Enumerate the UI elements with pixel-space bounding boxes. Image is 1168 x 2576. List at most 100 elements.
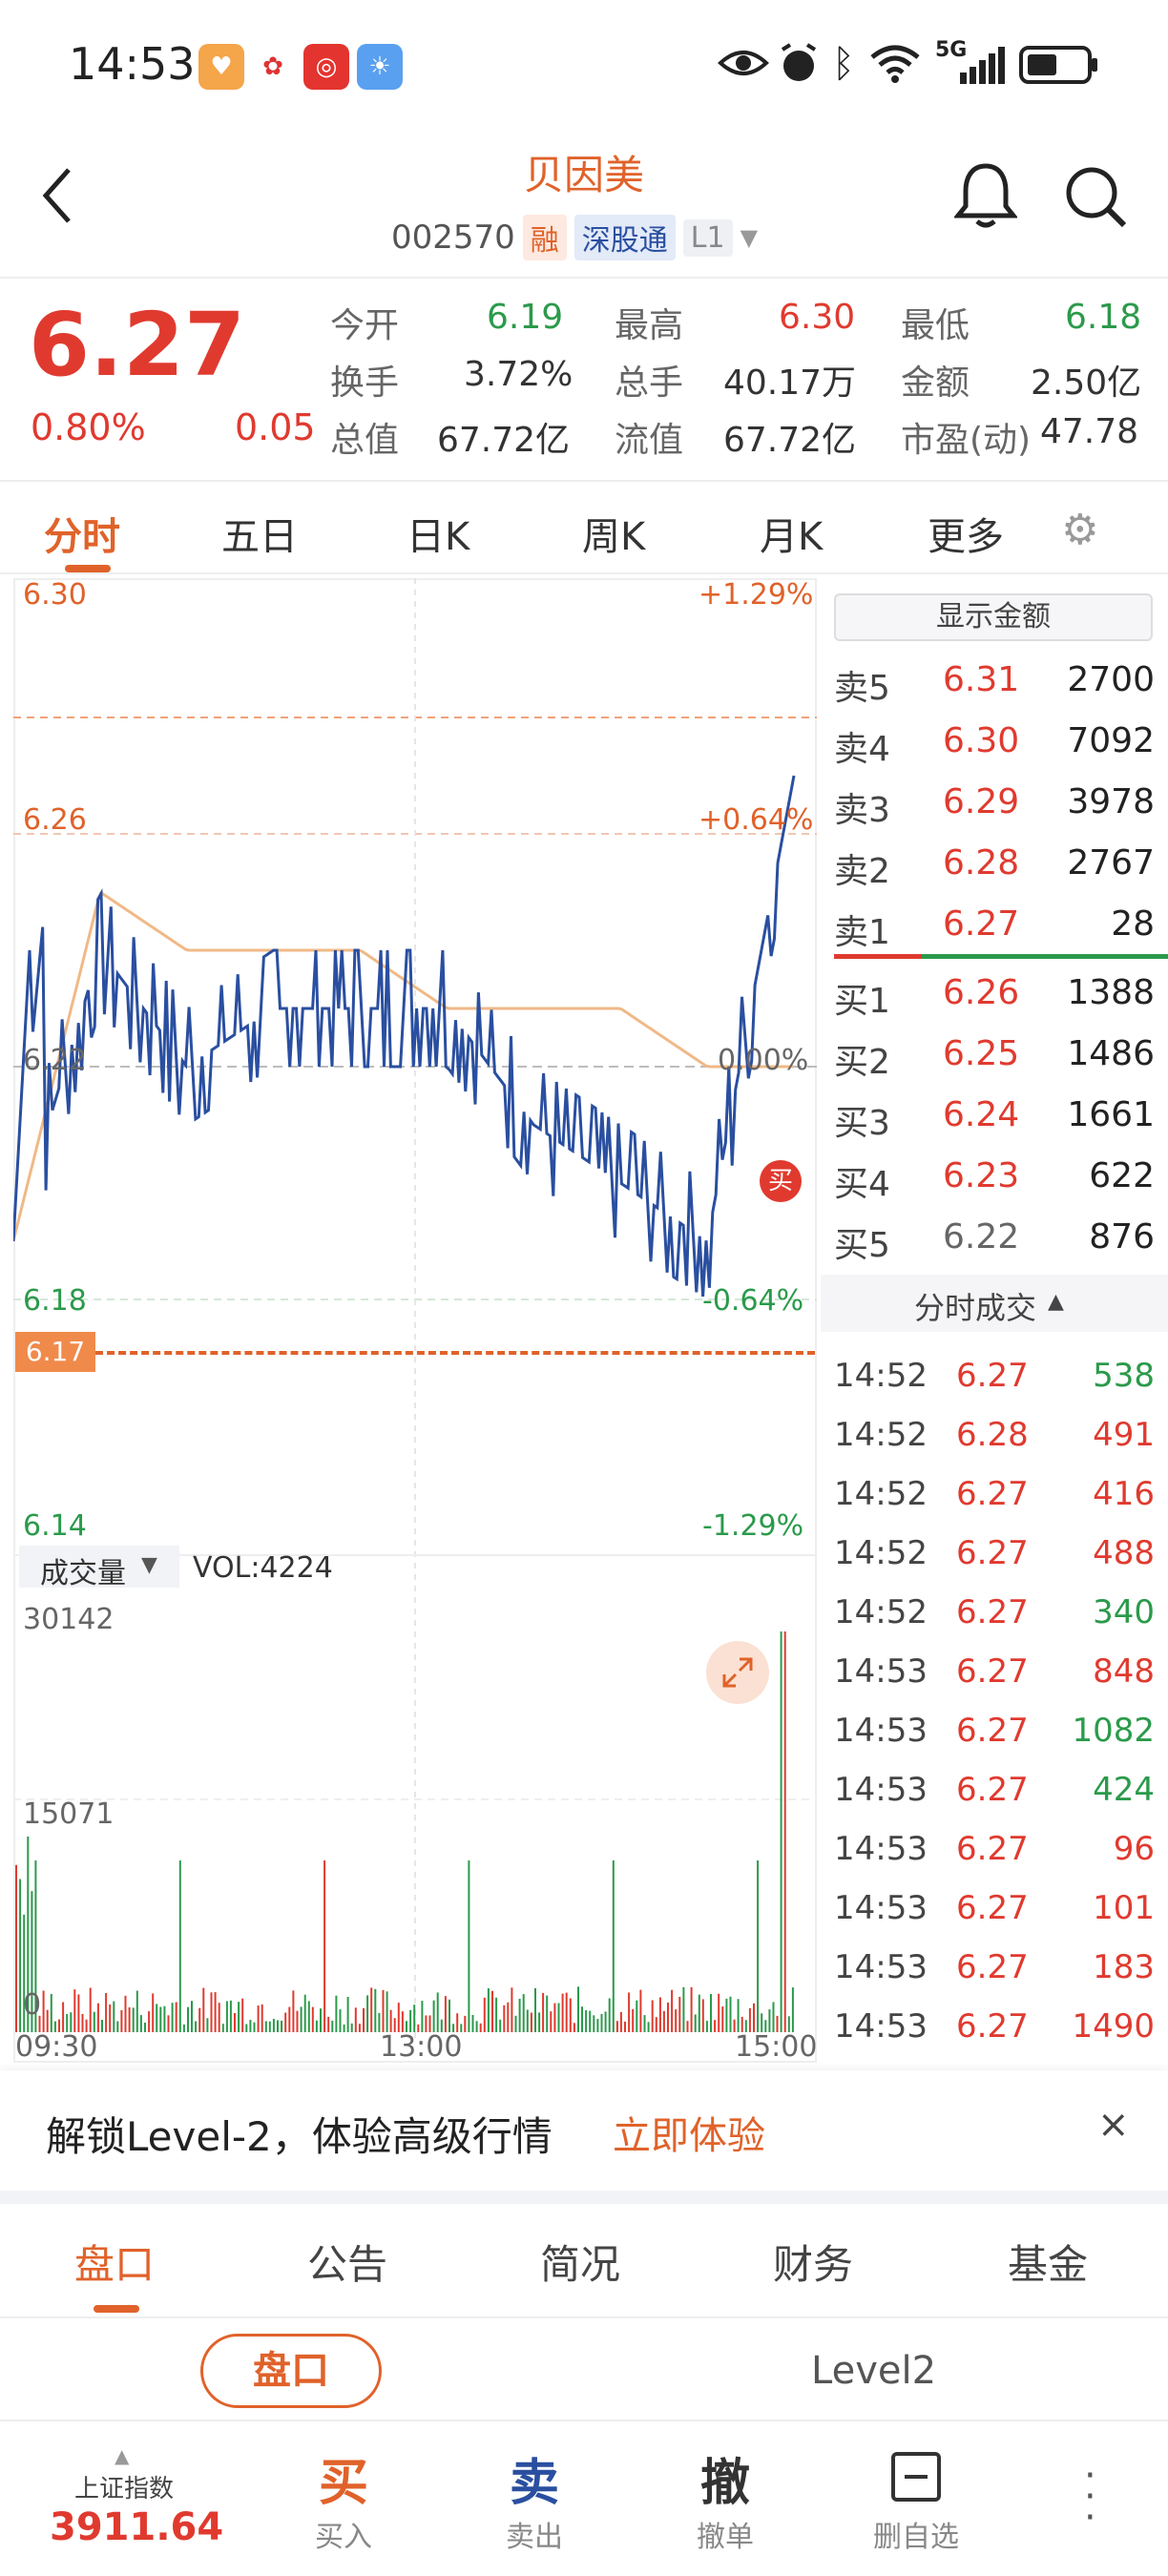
main-tab-indicator [94,2305,139,2313]
bell-icon[interactable] [952,160,1019,233]
level-tag[interactable]: L1 [682,218,733,257]
volume-bar [565,1992,568,2032]
volume-bar [421,2001,424,2032]
volume-bar [725,1998,728,2032]
trade-row: 14:52 6.27 340 [832,1584,1168,1643]
subtab-level2[interactable]: Level2 [811,2349,937,2393]
order-book-volume: 1486 [1067,1034,1155,1073]
cancel-order-icon[interactable]: 撤 [699,2455,750,2512]
tab-intraday[interactable]: 分时 [44,515,120,559]
order-book-level: 买2 [834,1043,890,1082]
order-book-volume: 876 [1089,1217,1155,1257]
show-amount-toggle[interactable]: 显示金额 [834,593,1153,641]
network-type: 5G [935,38,968,62]
volume-bar [413,2005,416,2032]
order-book-row[interactable]: 买1 6.26 1388 [832,964,1168,1025]
volume-bar [156,2004,158,2032]
volume-bar [671,1989,674,2032]
order-book-price: 6.22 [943,1217,1020,1257]
tab-profile[interactable]: 简况 [540,2241,621,2288]
order-book-row[interactable]: 卖3 6.29 3978 [832,773,1168,834]
search-icon[interactable] [1063,164,1130,235]
tab-handicap[interactable]: 盘口 [74,2241,156,2288]
order-book-row[interactable]: 卖1 6.27 28 [832,895,1168,956]
volume-bar [694,2014,697,2032]
tab-monthly-k[interactable]: 月K [760,515,824,559]
volume-bar [456,2013,459,2032]
trade-time: 14:52 [834,1475,928,1513]
volume-dropdown-icon[interactable]: ▼ [141,1553,157,1577]
trade-volume: 183 [1093,1948,1155,1986]
bluetooth-icon: ᛒ [832,42,855,86]
subtab-handicap[interactable]: 盘口 [200,2334,382,2408]
volume-bar [77,1994,80,2032]
tab-more[interactable]: 更多 [928,515,1004,559]
alarm-icon [777,42,821,90]
trade-price: 6.27 [956,1889,1029,1927]
close-icon[interactable]: × [1097,2103,1130,2147]
more-menu-icon[interactable]: · · · [1084,2454,1096,2540]
trade-price: 6.27 [956,1771,1029,1809]
back-icon[interactable] [38,162,76,233]
order-book-row[interactable]: 买3 6.24 1661 [832,1086,1168,1147]
volume-bar [546,1995,549,2032]
trades-header-bar[interactable] [821,1275,1168,1332]
volume-bar [23,1914,26,2032]
order-book-row[interactable]: 买4 6.23 622 [832,1147,1168,1208]
volume-bar [148,2011,151,2032]
shenzhen-connect-tag: 深股通 [574,215,676,260]
volume-bar [409,2009,412,2032]
volume-bar [389,2009,392,2032]
index-value[interactable]: 3911.64 [50,2505,224,2549]
sell-label[interactable]: 卖出 [506,2521,563,2554]
volume-bar [132,2007,135,2032]
tab-daily-k[interactable]: 日K [407,515,470,559]
tab-five-day[interactable]: 五日 [221,515,298,559]
level2-try-link[interactable]: 立即体验 [613,2114,765,2158]
intraday-chart[interactable] [13,578,817,2063]
remove-watchlist-icon[interactable] [891,2452,941,2502]
order-book-row[interactable]: 买5 6.22 876 [832,1208,1168,1269]
turnover-label: 换手 [330,364,400,403]
order-book-row[interactable]: 卖4 6.30 7092 [832,712,1168,773]
chart-tabs [0,487,1168,574]
tab-finance[interactable]: 财务 [773,2241,854,2288]
buy-label[interactable]: 买入 [315,2521,372,2554]
volume-bar [81,2013,84,2032]
level-dropdown-icon[interactable]: ▼ [740,224,759,251]
volume-bar [628,1992,631,2032]
buy-point-marker[interactable]: 买 [760,1160,802,1202]
volume-bar [452,2024,455,2032]
volume-bar [432,2000,435,2032]
volume-selector[interactable] [19,1546,179,1588]
trade-time: 14:52 [834,1534,928,1572]
index-name[interactable]: 上证指数 [74,2475,175,2503]
level2-banner[interactable] [0,2070,1168,2191]
cancel-order-label[interactable]: 撤单 [697,2521,754,2554]
order-book-price: 6.31 [943,660,1020,699]
volume-bar [238,2002,240,2032]
volume-bar [218,2003,220,2032]
volume-bar [514,2015,517,2032]
volume-bar [264,2021,267,2032]
trades-collapse-icon[interactable]: ▲ [1048,1290,1064,1314]
expand-icon[interactable] [706,1641,769,1704]
tab-funds[interactable]: 基金 [1008,2241,1089,2288]
tab-announcements[interactable]: 公告 [307,2241,388,2288]
pe-value: 47.78 [1040,412,1139,451]
volume-bar [198,2007,201,2032]
order-book-row[interactable]: 卖2 6.28 2767 [832,834,1168,895]
settings-gear-icon[interactable]: ⚙ [1061,506,1099,554]
order-book-row[interactable]: 卖5 6.31 2700 [832,651,1168,712]
volume-bar [58,2019,60,2032]
tab-weekly-k[interactable]: 周K [582,515,646,559]
volume-bar [311,2006,314,2032]
volume-bar [406,2021,407,2032]
y-label-min: 6.14 [23,1509,87,1543]
volume-bar [101,2020,103,2032]
volume-bar [471,2014,474,2032]
order-book-row[interactable]: 买2 6.25 1486 [832,1025,1168,1086]
remove-watchlist-label[interactable]: 删自选 [873,2521,959,2554]
buy-icon[interactable]: 买 [318,2455,368,2512]
sell-icon[interactable]: 卖 [509,2455,559,2512]
